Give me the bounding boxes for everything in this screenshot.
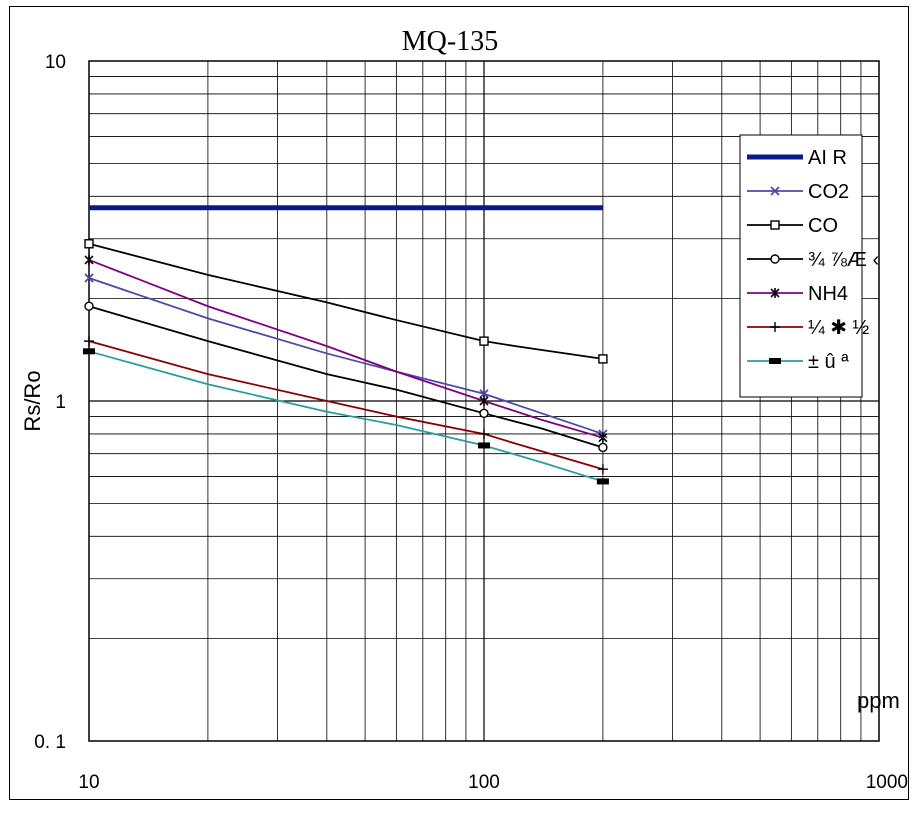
data-point xyxy=(84,239,94,249)
legend-entry: ¾ ⅞Æ ‹ xyxy=(747,249,879,271)
series-CO xyxy=(84,239,608,364)
tick-labels: 10 100 1000 0. 1 1 10 xyxy=(34,52,908,793)
legend-marker xyxy=(770,322,780,332)
series-series-6 xyxy=(84,336,608,475)
legend-entry: AI R xyxy=(747,147,847,169)
plot-area-border xyxy=(88,60,880,742)
legend-marker xyxy=(770,288,780,298)
legend-marker xyxy=(770,220,780,230)
chart-frame xyxy=(9,6,909,800)
y-tick-label: 10 xyxy=(45,52,66,73)
legend-label: CO2 xyxy=(808,181,849,203)
data-point xyxy=(598,442,608,453)
data-point xyxy=(83,348,95,355)
series-series-4 xyxy=(84,301,608,453)
x-axis-label: ppm xyxy=(857,688,900,713)
legend: AI R CO2 CO ¾ ⅞Æ ‹ NH4 ¼ ✱ ½ ± û ª xyxy=(739,134,879,398)
series-series-7 xyxy=(83,348,609,485)
legend-label: ± û ª xyxy=(808,351,849,373)
data-point xyxy=(84,254,94,265)
data-point xyxy=(479,408,489,419)
data-point xyxy=(84,273,94,283)
legend-marker xyxy=(770,254,780,264)
data-point xyxy=(478,442,490,449)
chart-title: MQ-135 xyxy=(402,26,498,57)
x-tick-label: 1000 xyxy=(866,772,908,793)
series-line xyxy=(88,242,604,360)
series-line xyxy=(88,340,604,471)
x-tick-label: 100 xyxy=(468,772,500,793)
data-point xyxy=(598,432,608,443)
legend-label: ¼ ✱ ½ xyxy=(808,317,870,339)
series-line xyxy=(88,259,604,439)
legend-box xyxy=(739,134,863,398)
legend-entry: NH4 xyxy=(747,283,848,305)
legend-entry: ± û ª xyxy=(747,351,849,373)
series-line xyxy=(88,305,604,449)
legend-label: ¾ ⅞Æ ‹ xyxy=(808,249,879,271)
legend-label: NH4 xyxy=(808,283,848,305)
series-NH4 xyxy=(84,254,608,443)
y-tick-label: 0. 1 xyxy=(34,732,66,753)
data-point xyxy=(479,389,489,399)
legend-entry: CO xyxy=(747,215,838,237)
legend-marker xyxy=(769,358,781,364)
data-point xyxy=(84,301,94,311)
y-axis-label: Rs/Ro xyxy=(20,370,45,431)
series-line xyxy=(88,350,604,483)
data-point xyxy=(479,396,489,406)
legend-marker xyxy=(770,186,780,196)
legend-label: AI R xyxy=(808,147,847,169)
data-point xyxy=(596,478,609,485)
legend-entry: CO2 xyxy=(747,181,849,203)
y-tick-label: 1 xyxy=(55,392,66,413)
data-point xyxy=(598,354,608,364)
x-tick-label: 10 xyxy=(78,772,99,793)
series-line xyxy=(88,277,604,435)
legend-entry: ¼ ✱ ½ xyxy=(747,317,870,339)
data-point xyxy=(479,336,489,346)
data-point xyxy=(597,464,608,475)
series-group xyxy=(83,205,609,485)
legend-label: CO xyxy=(808,215,838,237)
data-point xyxy=(84,336,94,347)
data-point xyxy=(479,428,489,439)
